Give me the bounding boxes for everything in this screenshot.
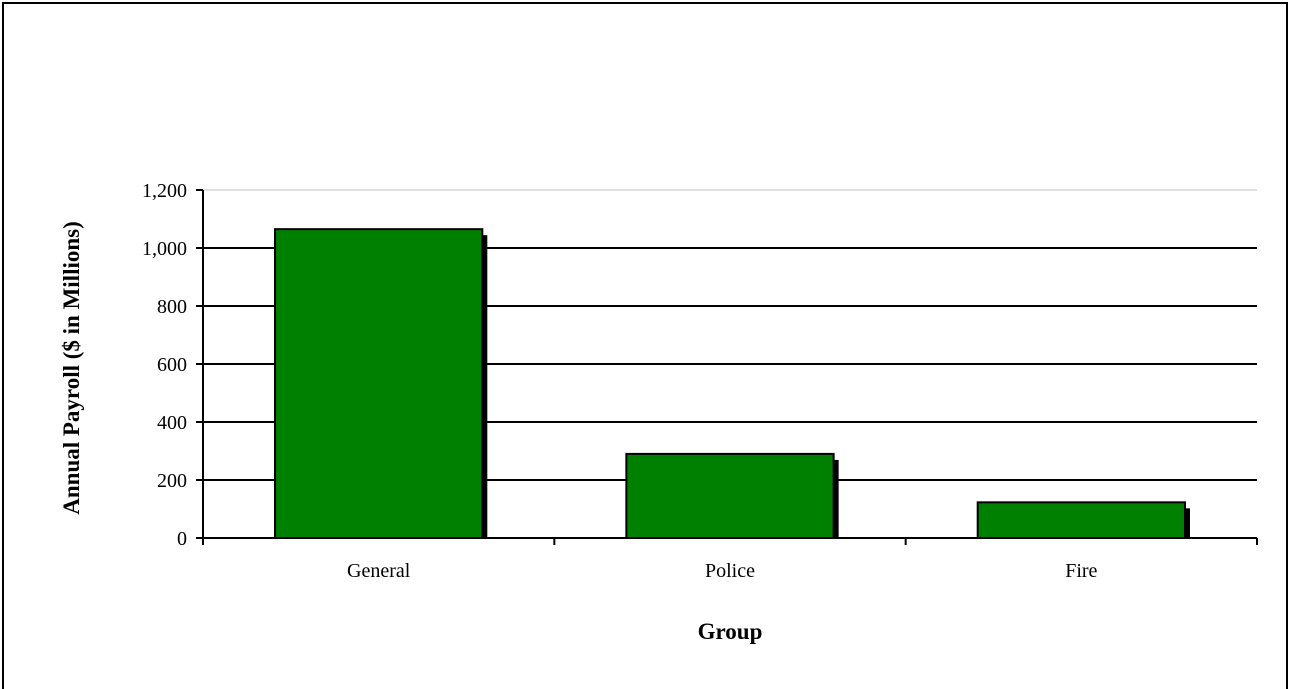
y-tick-label: 200: [157, 470, 187, 492]
y-tick-label: 1,000: [142, 238, 187, 260]
x-tick-label: Fire: [1065, 560, 1097, 582]
y-tick-label: 400: [157, 412, 187, 434]
y-tick-label: 800: [157, 296, 187, 318]
bar-police: [625, 452, 835, 539]
x-tick-label: General: [347, 560, 411, 582]
tick-labels: 0 200 400 600 800 1,000 1,200 General Police Fire: [142, 180, 1098, 582]
x-axis-title: Group: [698, 619, 763, 644]
y-tick-label: 600: [157, 354, 187, 376]
y-axis-title: Annual Payroll ($ in Millions): [59, 221, 84, 515]
axes: [196, 189, 1258, 545]
x-tick-label: Police: [705, 560, 755, 582]
y-tick-label: 0: [177, 528, 187, 550]
bar-fire: [976, 501, 1186, 539]
bars: [274, 228, 1190, 539]
bar-general: [274, 228, 484, 539]
y-tick-label: 1,200: [142, 180, 187, 202]
